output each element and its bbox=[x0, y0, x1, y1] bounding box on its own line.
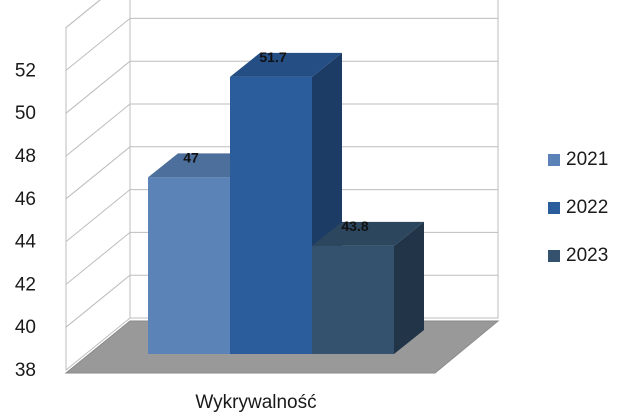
bar-front-2021 bbox=[148, 177, 230, 354]
y-tick-label: 46 bbox=[15, 189, 36, 210]
gridline bbox=[65, 103, 498, 157]
data-label-2022: 51.7 bbox=[259, 49, 286, 65]
category-label: Wykrywalność bbox=[195, 392, 316, 413]
y-tick-label: 50 bbox=[15, 103, 36, 124]
data-label-2021: 47 bbox=[183, 149, 199, 165]
legend-item-2023: 2023 bbox=[548, 244, 608, 268]
side-wall bbox=[65, 0, 131, 372]
legend-swatch-2022 bbox=[548, 202, 560, 214]
bar-top-2022 bbox=[230, 52, 342, 77]
bar-2022 bbox=[230, 52, 342, 354]
legend-swatch-2023 bbox=[548, 250, 560, 262]
y-tick-label: 40 bbox=[15, 317, 36, 338]
y-tick-label: 52 bbox=[15, 60, 36, 81]
y-tick-label: 38 bbox=[15, 360, 36, 381]
bar-top-2023 bbox=[312, 221, 424, 246]
legend-item-2021: 2021 bbox=[548, 148, 608, 172]
legend-item-2022: 2022 bbox=[548, 196, 608, 220]
bar-front-2023 bbox=[312, 245, 394, 354]
bar-side-2023 bbox=[394, 221, 424, 354]
bar-2023 bbox=[312, 221, 424, 354]
y-tick-label: 42 bbox=[15, 274, 36, 295]
gridline bbox=[65, 146, 498, 200]
gridline bbox=[65, 189, 498, 242]
bars bbox=[148, 52, 424, 354]
legend-label-2023: 2023 bbox=[566, 245, 609, 266]
gridline bbox=[65, 60, 498, 114]
x-axis-labels: Wykrywalność bbox=[195, 392, 316, 413]
legend: 2021 2022 2023 bbox=[548, 148, 608, 292]
legend-swatch-2021 bbox=[548, 154, 560, 166]
legend-label-2021: 2021 bbox=[566, 149, 609, 170]
y-tick-label: 48 bbox=[15, 146, 36, 167]
y-axis-ticks: 38 40 42 44 46 48 50 52 bbox=[15, 60, 37, 381]
y-tick-label: 44 bbox=[15, 232, 37, 253]
data-label-2023: 43.8 bbox=[341, 218, 368, 234]
gridline bbox=[65, 0, 101, 28]
gridline bbox=[65, 17, 498, 71]
data-labels: 47 51.7 43.8 bbox=[183, 49, 369, 234]
legend-label-2022: 2022 bbox=[566, 197, 609, 218]
bar-front-2022 bbox=[230, 76, 312, 354]
